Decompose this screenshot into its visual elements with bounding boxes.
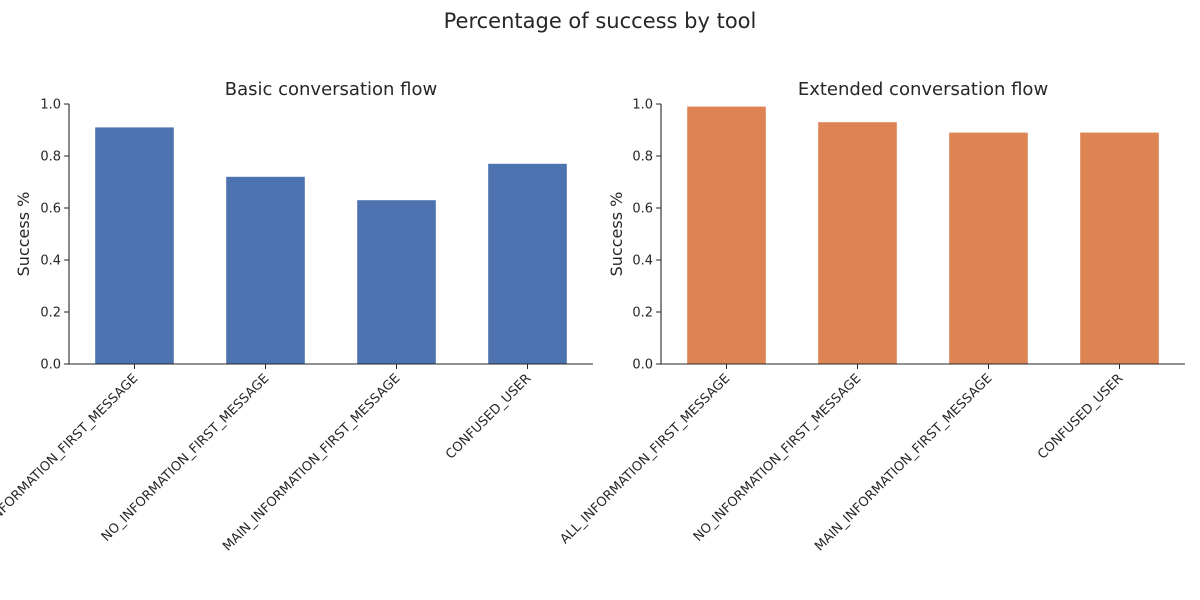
chart-title: Extended conversation flow (798, 79, 1048, 100)
x-axis-ticks: ALL_INFORMATION_FIRST_MESSAGENO_INFORMAT… (557, 364, 1126, 554)
bars (687, 106, 1159, 364)
y-tick-label: 0.0 (632, 358, 653, 373)
chart-panel-extended: Extended conversation flow Success % 0.0… (557, 79, 1185, 554)
y-tick-label: 0.2 (40, 306, 61, 321)
y-axis-ticks: 0.0 0.2 0.4 0.6 0.8 1.0 (632, 98, 661, 373)
y-tick-label: 0.0 (40, 358, 61, 373)
bars (95, 127, 567, 365)
chart-panel-basic: Basic conversation flow Success % 0.0 0.2… (0, 79, 593, 554)
bar-confused-user (488, 163, 567, 364)
y-tick-label: 0.4 (40, 254, 61, 269)
y-tick-label: 0.8 (40, 150, 61, 165)
y-axis-label: Success % (607, 192, 626, 277)
bar-no-information-first-message (226, 176, 305, 364)
y-tick-label: 0.6 (632, 202, 653, 217)
x-tick-label: CONFUSED_USER (443, 371, 534, 462)
bar-all-information-first-message (95, 127, 174, 365)
bar-confused-user (1080, 132, 1159, 364)
bar-main-information-first-message (357, 200, 436, 364)
bar-no-information-first-message (818, 122, 897, 364)
bar-main-information-first-message (949, 132, 1028, 364)
x-tick-label: CONFUSED_USER (1035, 371, 1126, 462)
y-tick-label: 0.6 (40, 202, 61, 217)
y-axis-ticks: 0.0 0.2 0.4 0.6 0.8 1.0 (40, 98, 69, 373)
bar-all-information-first-message (687, 106, 766, 364)
figure-title: Percentage of success by tool (444, 9, 757, 33)
y-tick-label: 0.2 (632, 306, 653, 321)
y-axis-label: Success % (14, 192, 33, 277)
y-tick-label: 0.4 (632, 254, 653, 269)
x-axis-ticks: ALL_INFORMATION_FIRST_MESSAGENO_INFORMAT… (0, 364, 534, 554)
y-tick-label: 1.0 (632, 98, 653, 113)
chart-title: Basic conversation flow (225, 79, 438, 100)
y-tick-label: 1.0 (40, 98, 61, 113)
y-tick-label: 0.8 (632, 150, 653, 165)
